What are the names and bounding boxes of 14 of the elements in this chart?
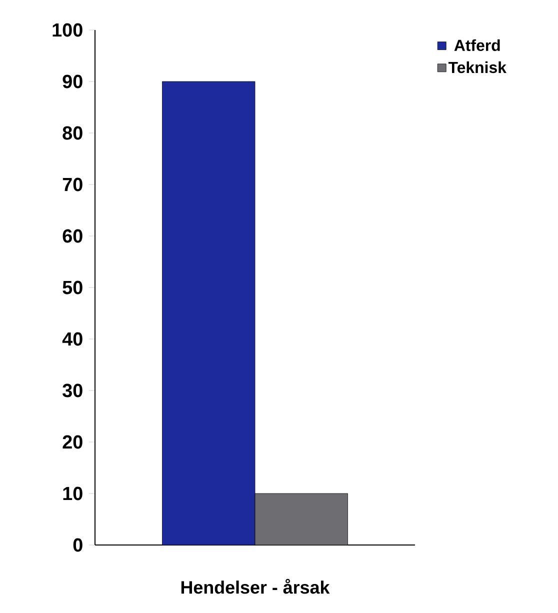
y-tick-label: 90 <box>62 74 82 88</box>
x-tick-label: Hendelser - årsak <box>181 578 330 594</box>
y-tick-label: 0 <box>73 538 82 552</box>
y-tick-label: 30 <box>62 384 82 398</box>
y-tick-label: 20 <box>62 435 82 449</box>
legend-label: Teknisk <box>448 61 506 74</box>
y-tick-label: 100 <box>52 23 82 37</box>
y-tick-label: 10 <box>63 486 82 500</box>
legend-label: Atferd <box>454 39 500 52</box>
y-tick-label: 70 <box>62 178 82 192</box>
y-tick-label: 60 <box>62 229 82 243</box>
y-tick-label: 50 <box>62 280 82 294</box>
y-tick-label: 80 <box>62 126 82 140</box>
y-tick-label: 40 <box>62 332 82 346</box>
